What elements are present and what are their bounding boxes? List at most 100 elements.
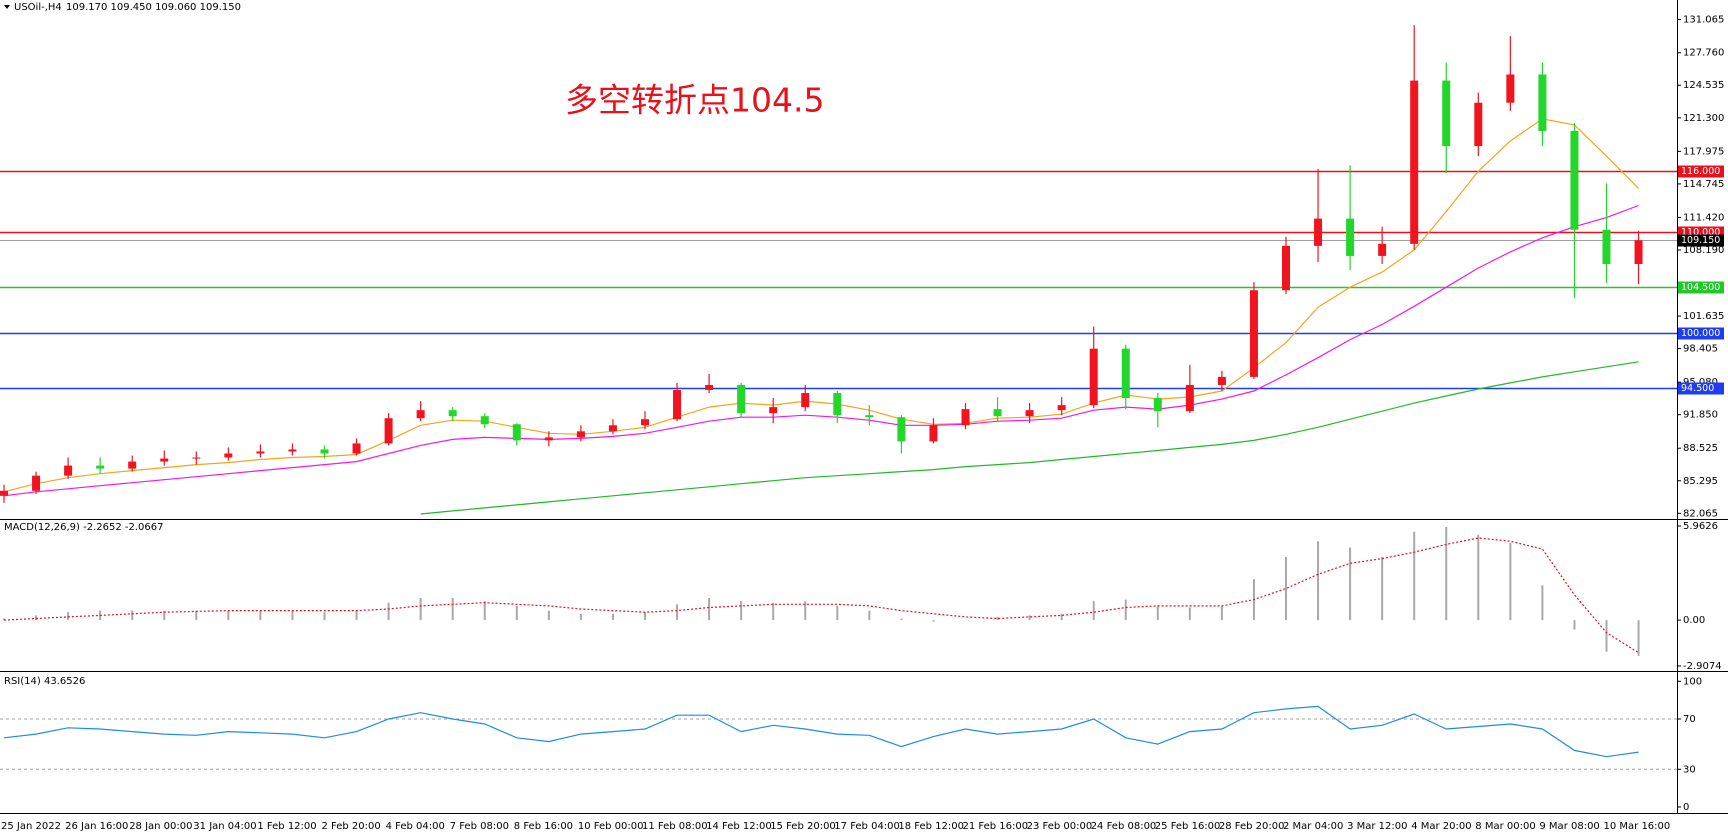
candle-body: [576, 431, 585, 438]
annotation: 多空转折点104.5: [565, 81, 824, 120]
candle-body: [480, 416, 489, 425]
candle-body: [1506, 74, 1515, 103]
y-tick-label: 91.850: [1683, 410, 1718, 421]
candle-body: [64, 465, 73, 476]
candle-body: [737, 384, 746, 414]
y-tick-label: 70: [1683, 714, 1696, 725]
y-tick-label: 121.300: [1683, 113, 1724, 124]
candle-body: [1249, 290, 1258, 377]
x-tick-label: 18 Feb 12:00: [898, 821, 964, 832]
level-tag: [1678, 382, 1724, 395]
rsi-line: [3, 705, 1639, 758]
candle-body: [769, 407, 778, 414]
candle-body: [544, 437, 553, 441]
x-tick-label: 11 Feb 08:00: [642, 821, 708, 832]
last-price-label: 109.150: [1681, 235, 1720, 246]
candle-body: [801, 393, 810, 408]
candle-body: [1314, 218, 1323, 246]
candle-body: [641, 419, 649, 426]
candle-body: [448, 410, 457, 417]
x-tick-label: 9 Mar 08:00: [1539, 821, 1599, 832]
candle-body: [1410, 80, 1419, 244]
level-label: 104.500: [1681, 282, 1720, 293]
level-label: 94.500: [1681, 383, 1714, 394]
candle-body: [352, 443, 361, 454]
y-tick-label: 124.535: [1683, 80, 1724, 91]
y-tick-label: 117.975: [1683, 146, 1724, 157]
x-tick-label: 26 Jan 16:00: [65, 821, 128, 832]
y-tick-label: 0: [1683, 802, 1689, 813]
y-tick-label: 131.065: [1683, 14, 1724, 25]
x-tick-label: 31 Jan 04:00: [193, 821, 256, 832]
x-tick-label: 7 Feb 08:00: [450, 821, 509, 832]
x-tick-label: 8 Feb 16:00: [514, 821, 573, 832]
candle-body: [961, 409, 970, 426]
level-label: 116.000: [1681, 166, 1720, 177]
moving-average: [3, 204, 1639, 497]
x-tick-label: 3 Mar 12:00: [1347, 821, 1407, 832]
candle-body: [1570, 130, 1579, 230]
candle-body: [929, 425, 938, 442]
y-tick-label: 114.745: [1683, 179, 1724, 190]
candle-body: [0, 490, 8, 496]
candle-body: [705, 384, 714, 390]
candle-body: [865, 415, 874, 418]
candle-body: [1089, 348, 1098, 406]
y-tick-label: 85.295: [1683, 476, 1718, 487]
candle-body: [673, 389, 682, 420]
candle-body: [1538, 74, 1547, 131]
y-tick-label: 108.190: [1683, 245, 1724, 256]
candle-body: [1442, 80, 1451, 147]
candle-body: [608, 425, 617, 432]
candle-body: [1378, 243, 1387, 256]
macd-signal: [3, 537, 1639, 654]
candle-body: [1282, 245, 1290, 291]
panel-title: MACD(12,26,9) -2.2652 -2.0667: [4, 522, 164, 533]
candle-body: [192, 457, 201, 459]
y-tick-label: 82.065: [1683, 508, 1718, 519]
y-tick-label: 127.760: [1683, 48, 1724, 59]
candle-body: [1057, 405, 1066, 411]
candle-body: [320, 449, 329, 454]
candle-body: [96, 465, 105, 469]
candle-body: [1121, 348, 1130, 399]
level-label: 110.000: [1681, 227, 1720, 238]
candle-body: [224, 453, 233, 458]
menu-arrow: [4, 5, 10, 9]
x-tick-label: 8 Mar 00:00: [1475, 821, 1535, 832]
candle-body: [288, 449, 297, 452]
x-tick-label: 2 Mar 04:00: [1283, 821, 1343, 832]
y-tick-label: 0.00: [1683, 615, 1705, 626]
x-tick-label: 2 Feb 20:00: [322, 821, 381, 832]
y-tick-label: 111.420: [1683, 212, 1724, 223]
x-tick-label: 10 Mar 16:00: [1604, 821, 1671, 832]
ohlc-label: 109.170 109.450 109.060 109.150: [66, 2, 241, 13]
level-tag: [1678, 327, 1724, 340]
x-tick-label: 15 Feb 20:00: [770, 821, 836, 832]
level-tag: [1678, 165, 1724, 178]
candle-body: [833, 393, 842, 416]
candle-body: [1634, 240, 1643, 264]
candle-body: [897, 417, 906, 442]
moving-average: [420, 361, 1639, 515]
x-tick-label: 4 Feb 04:00: [386, 821, 445, 832]
y-tick-label: 101.635: [1683, 311, 1724, 322]
candle-body: [256, 451, 265, 454]
y-tick-label: -2.9074: [1683, 661, 1722, 672]
candle-body: [1346, 218, 1355, 256]
candle-body: [416, 410, 425, 419]
x-tick-label: 28 Feb 20:00: [1219, 821, 1285, 832]
last-price-tag: [1678, 234, 1724, 247]
y-tick-label: 98.405: [1683, 344, 1718, 355]
candle-body: [1185, 384, 1194, 412]
candle-body: [32, 475, 41, 491]
chart-title: USOil-,H4: [14, 2, 62, 13]
y-tick-label: 30: [1683, 764, 1696, 775]
candle-body: [1474, 102, 1483, 147]
candle-body: [160, 458, 169, 462]
level-label: 100.000: [1681, 328, 1720, 339]
candle-body: [1217, 376, 1226, 385]
candle-body: [1602, 229, 1611, 264]
